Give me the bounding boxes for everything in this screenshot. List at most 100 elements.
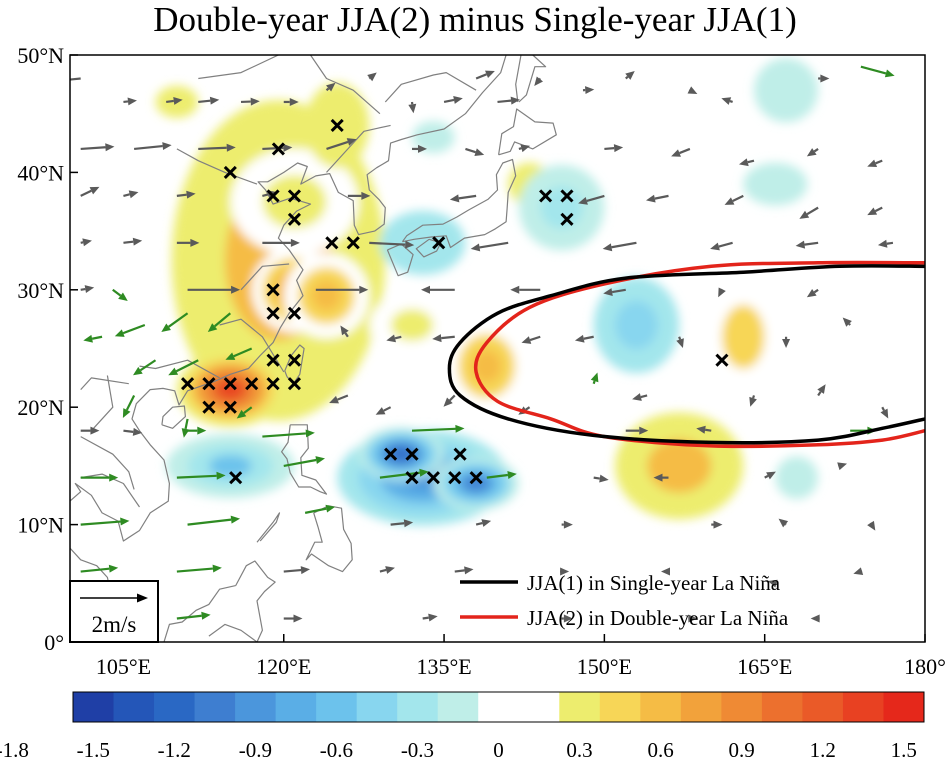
wind-vector-111 [561,520,573,529]
wind-vector-shaft [679,147,691,155]
wind-vector-121 [661,567,670,576]
wind-vector-head [82,238,92,247]
wind-vector-head [236,409,247,419]
significance-marker-24 [560,212,574,226]
wind-vector-113 [778,518,789,528]
marker-stroke [223,400,237,414]
wind-vector-128 [688,614,698,623]
wind-vector-shaft [422,616,429,620]
reference-vector-frame [69,580,159,643]
wind-vector-head [428,613,438,622]
marker-stroke [271,142,285,156]
wind-vector-head [181,428,190,438]
wind-vector-head [120,517,130,526]
wind-vector-78 [181,418,190,438]
figure-title: Double-year JJA(2) minus Single-year JJA… [153,0,797,39]
wind-vector-head [806,148,817,157]
wind-vector-shaft [704,428,712,432]
anomaly-blob-20-level-0 [743,162,808,206]
wind-vector-shaft [625,75,629,80]
wind-vector-head [671,149,681,157]
wind-vector-head [315,456,325,464]
wind-vector-shaft [369,241,406,246]
lat-tick-label-4: 40°N [17,160,64,185]
marker-stroke [287,377,301,391]
wind-vector-shaft [184,418,189,430]
wind-vector-shaft [458,194,477,200]
significance-marker-7 [346,236,360,250]
wind-vector-shaft [806,206,819,216]
wind-vector-head [696,425,706,434]
wind-vector-4 [240,97,260,106]
marker-stroke [202,377,216,391]
colorbar-tick-label-4: -0.6 [320,738,353,762]
coastline-23 [326,124,391,173]
wind-vector-shaft [344,332,349,338]
wind-vector-67 [168,359,199,376]
marker-stroke [453,447,467,461]
significance-marker-30 [448,471,462,485]
wind-vector-head [340,325,349,336]
wind-vector-65 [83,334,103,343]
wind-vector-head [109,473,119,482]
wind-vector-shaft [640,394,648,399]
marker-stroke [325,236,339,250]
marker-stroke [223,377,237,391]
marker-stroke [287,212,301,226]
colorbar-cell-11 [518,692,560,722]
wind-vector-84 [590,372,599,385]
colorbar-cell-12 [559,692,601,722]
coastline-12 [515,55,522,103]
wind-vector-head [231,285,241,294]
coastline-0 [70,55,507,642]
wind-vector-80 [329,394,349,404]
wind-vector-head [329,395,339,404]
colorbar-cell-9 [437,692,479,722]
lat-tick-label-2: 20°N [17,395,64,420]
wind-vector-106 [80,517,130,526]
wind-vector-head [563,614,573,623]
wind-vector-head [455,424,465,433]
wind-vector-28 [671,147,691,157]
wind-vector-head [359,285,369,294]
legend: JJA(1) in Single-year La Niña JJA(2) in … [460,571,789,630]
wind-vector-shaft [80,520,121,526]
significance-marker-21 [432,236,446,250]
wind-vector-shaft [123,100,129,104]
colorbar-tick-label-2: -1.2 [158,738,191,762]
wind-vector-head [418,144,427,153]
wind-vector-shaft [80,567,110,573]
wind-vector-head [225,352,236,360]
wind-vector-head [305,429,315,438]
significance-marker-29 [426,471,440,485]
wind-vector-124 [176,611,211,620]
marker-stroke [469,471,483,485]
wind-vector-87 [817,384,826,397]
wind-vector-91 [187,426,207,435]
marker-stroke [287,306,301,320]
wind-vector-shaft [139,359,157,372]
wind-vector-34 [176,190,196,199]
wind-vector-head [884,69,895,78]
wind-vector-23 [326,138,357,150]
wind-vector-21 [198,143,236,152]
wind-vector-62 [114,323,146,337]
significance-marker-28 [405,471,419,485]
wind-vector-head [710,242,720,251]
significance-marker-15 [223,377,237,391]
wind-vector-49 [602,241,637,252]
wind-vector-shaft [525,406,531,411]
wind-vector-118 [379,566,395,574]
anomaly-blob-3-level-2 [312,281,341,310]
wind-vector-head [118,292,128,302]
coastline-24 [384,72,477,103]
wind-vector-head [161,323,171,333]
colorbar-frame [72,691,925,723]
wind-vector-99 [283,456,325,467]
significance-marker-2 [266,189,280,203]
marker-stroke [181,377,195,391]
wind-vector-37 [449,194,477,203]
wind-vector-head [687,86,698,94]
wind-vector-71 [432,334,455,343]
